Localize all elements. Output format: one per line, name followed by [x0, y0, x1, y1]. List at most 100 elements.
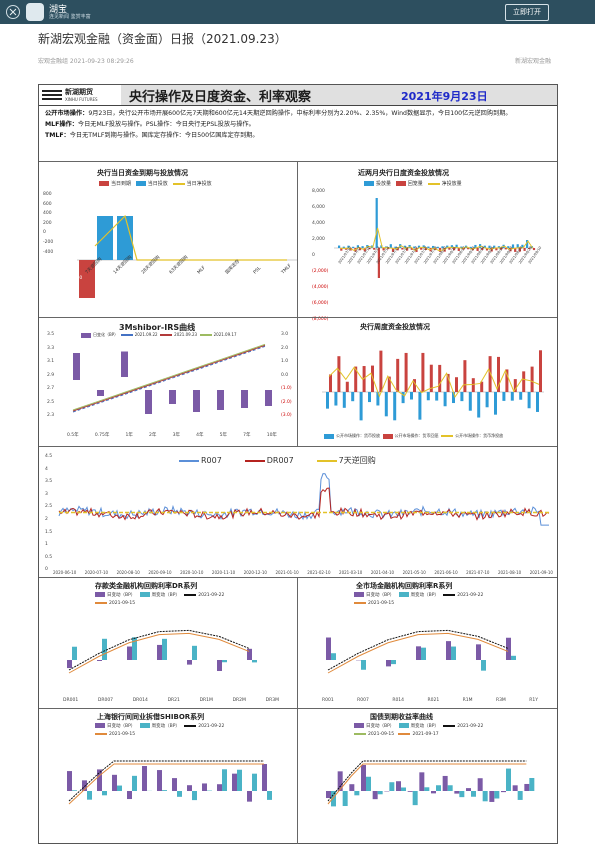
- bar: [222, 769, 227, 791]
- bar: [419, 772, 424, 791]
- bar: [528, 392, 531, 408]
- bar: [102, 639, 107, 660]
- bar: [343, 247, 345, 248]
- bar: [454, 791, 459, 794]
- chart-title: 全市场金融机构回购利率R系列: [356, 581, 452, 591]
- bar: [343, 791, 348, 806]
- bar: [518, 791, 523, 800]
- bar: [127, 791, 132, 799]
- bar: [232, 774, 237, 791]
- bar: [435, 392, 438, 401]
- bar: [502, 392, 505, 401]
- bar: [334, 392, 337, 406]
- bar: [252, 774, 257, 791]
- bar: [444, 392, 447, 406]
- summary-line: 公开市场操作：9月23日，央行公开市场开展600亿元7天期和600亿元14天期逆…: [45, 108, 555, 119]
- bar: [506, 638, 511, 660]
- bar: [326, 638, 331, 660]
- two-month-ops-chart: 2021/07/102021/07/112021/07/122021/07/13…: [334, 184, 549, 314]
- app-logo-icon: [26, 3, 44, 21]
- close-icon[interactable]: [6, 5, 20, 19]
- bar: [217, 784, 222, 791]
- bar: [494, 791, 499, 798]
- chart-panel-irs: 3Mshibor-IRS曲线 日变化（BP） 2021.09.22 2021.0…: [39, 317, 298, 446]
- bar: [511, 392, 514, 401]
- bar: [162, 639, 167, 660]
- bar: [486, 392, 489, 407]
- chart-legend: 日变动（BP） 周变动（BP） 2021-09-22 2021-09-15 20…: [354, 723, 534, 739]
- bar: [102, 791, 107, 795]
- report-summary: 公开市场操作：9月23日，央行公开市场开展600亿元7天期和600亿元14天期逆…: [45, 108, 555, 141]
- bar: [360, 392, 363, 420]
- shibor-chart: [61, 741, 281, 841]
- bar: [237, 770, 242, 791]
- bar: [455, 377, 458, 392]
- bar: [247, 791, 252, 802]
- bar: [533, 248, 535, 250]
- repo-rate-chart: [59, 454, 551, 568]
- bar: [349, 784, 354, 791]
- bar: [431, 791, 436, 793]
- app-subtitle: 连见新闻 鉴赏丰富: [49, 13, 91, 20]
- bar: [362, 246, 364, 248]
- bar: [469, 392, 472, 411]
- bar: [416, 646, 421, 660]
- article-source[interactable]: 新湖宏观金融: [515, 56, 551, 65]
- report-title: 央行操作及日度资金、利率观察: [129, 86, 311, 105]
- bar: [396, 359, 399, 392]
- brand-box: 新湖期货 XINHU FUTURES: [39, 85, 121, 105]
- dr-series-chart: [61, 610, 281, 692]
- bar: [506, 769, 511, 791]
- bar: [489, 791, 494, 802]
- bar: [262, 764, 267, 791]
- bar: [145, 390, 152, 414]
- bar: [459, 791, 464, 797]
- bar: [418, 392, 421, 420]
- bar: [112, 775, 117, 791]
- neg-data-label: -500: [72, 276, 82, 281]
- bar: [501, 791, 506, 792]
- bar: [421, 648, 426, 660]
- bar: [202, 783, 207, 791]
- bar: [338, 246, 340, 248]
- bar: [413, 791, 418, 805]
- bar: [379, 351, 382, 392]
- bar: [443, 776, 448, 791]
- bar: [192, 791, 197, 800]
- x-tick-label: PSL: [252, 265, 262, 275]
- article-meta: 宏观金融组 2021-09-23 08:29:26: [38, 56, 134, 65]
- brand-name: 新湖期货: [65, 87, 93, 97]
- bar: [157, 645, 162, 660]
- summary-line: TMLF：今日无TMLF到期与操作。国库定存操作：今日500亿国库定存到期。: [45, 130, 555, 141]
- bar: [351, 392, 354, 401]
- bar: [217, 660, 222, 671]
- bar: [438, 365, 441, 392]
- bar: [67, 771, 72, 791]
- bar: [536, 392, 539, 412]
- chart-panel-weekly-ops: 央行周度资金投放情况 公开市场操作：货币投放 公开市场操作：货币回笼 公开市场操…: [298, 317, 557, 446]
- bar: [483, 791, 488, 801]
- bar: [471, 791, 476, 797]
- bar: [241, 390, 248, 408]
- x-tick-label: TMLF: [279, 263, 293, 277]
- bar: [331, 791, 336, 806]
- bar: [524, 784, 529, 791]
- bar: [169, 390, 176, 404]
- bar: [519, 392, 522, 400]
- bar: [373, 791, 378, 799]
- bar: [157, 770, 162, 791]
- bar: [361, 765, 366, 791]
- open-app-button[interactable]: 立即打开: [505, 4, 549, 21]
- bar: [127, 647, 132, 660]
- bar: [121, 352, 128, 378]
- bar: [529, 778, 534, 791]
- bar: [97, 390, 104, 396]
- chart-title: 央行当日资金到期与投放情况: [97, 168, 188, 178]
- chart-title: 近两月央行日度资金投放情况: [358, 168, 449, 178]
- bar: [72, 647, 77, 660]
